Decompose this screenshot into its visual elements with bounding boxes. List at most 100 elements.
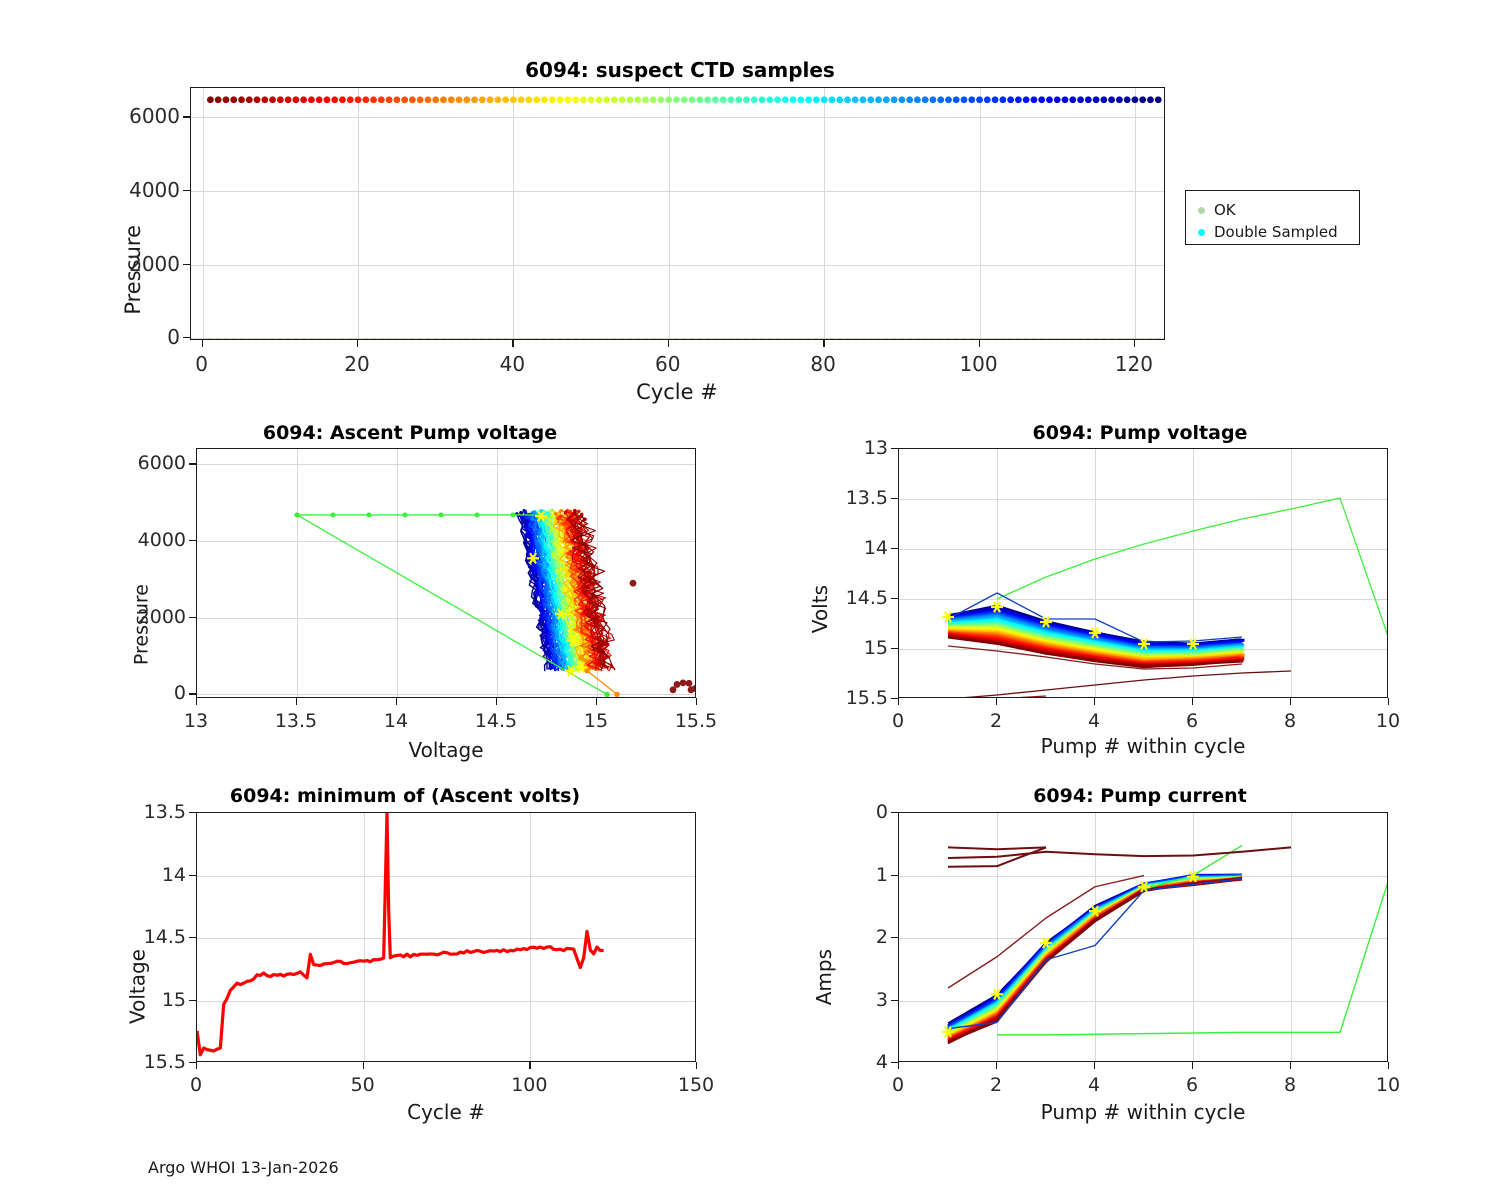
ok-sample-bar [1156, 338, 1161, 339]
ok-sample-bar [1101, 338, 1106, 339]
x-tick-mark [1192, 1062, 1194, 1069]
pump-current-axes [898, 812, 1388, 1062]
yellow-star-marker [942, 611, 954, 623]
ascent-profile-end-marker [558, 514, 562, 518]
ok-sample-bar [651, 338, 656, 339]
x-tick-mark [996, 698, 998, 705]
ok-sample-bar [744, 338, 749, 339]
min-ascent-volts-title: 6094: minimum of (Ascent volts) [229, 785, 581, 807]
green-anomaly-marker [366, 512, 372, 518]
cycle-color-marker [1061, 96, 1069, 104]
ascent-profile-end-marker [543, 510, 547, 514]
y-tick-label: 0 [173, 682, 186, 705]
cycle-color-marker [1030, 96, 1038, 104]
ok-sample-bar [239, 338, 244, 339]
ascent-profile-end-marker [580, 514, 584, 519]
yellow-star-marker [1187, 638, 1199, 650]
gridline-vertical [1095, 813, 1096, 1061]
gridline-vertical [530, 813, 532, 1061]
y-tick-mark [183, 189, 190, 192]
y-tick-mark [891, 448, 898, 450]
ok-sample-bar [324, 338, 330, 339]
ok-sample-bar [1070, 338, 1075, 339]
cycle-color-marker [447, 96, 455, 104]
x-tick-label: 4 [1087, 1074, 1101, 1096]
panel-suspect-ctd-samples: 6094: suspect CTD samples Cycle # Pressu… [0, 0, 1500, 404]
ascent-profile-end-marker [553, 512, 558, 516]
ascent-profile-end-marker [573, 510, 577, 514]
gridline-horizontal [191, 117, 1164, 119]
ok-sample-bar [690, 338, 695, 339]
green-anomaly-marker [330, 512, 336, 518]
x-tick-mark [1388, 698, 1390, 705]
x-tick-label: 15 [583, 710, 609, 732]
cycle-color-marker [906, 96, 914, 104]
cycle-color-marker [416, 96, 424, 104]
ok-sample-bar [449, 338, 454, 339]
ok-sample-bar [892, 338, 897, 339]
ascent-profile-line [570, 516, 613, 668]
cycle-color-marker [1007, 96, 1015, 104]
cycle-color-marker [572, 96, 579, 104]
ok-sample-bar [993, 338, 998, 339]
cycle-color-marker [517, 96, 525, 104]
legend-item-ok[interactable]: OK [1198, 201, 1236, 219]
cycle-color-marker [851, 96, 859, 104]
cycle-color-marker [603, 96, 611, 104]
cycle-color-marker [1131, 96, 1139, 104]
x-tick-label: 40 [499, 352, 526, 376]
cycle-color-marker [1084, 96, 1092, 104]
cycle-color-marker [921, 96, 929, 104]
green-anomaly-marker [438, 512, 444, 518]
yellow-star-marker [991, 988, 1003, 1000]
y-tick-mark [183, 116, 190, 118]
ok-sample-bar [806, 338, 811, 339]
legend-item-double-sampled[interactable]: Double Sampled [1198, 223, 1338, 241]
ascent-profile-end-marker [530, 517, 534, 521]
x-tick-label: 6 [1185, 1074, 1199, 1096]
cycle-color-marker [354, 96, 362, 104]
cycle-color-marker [308, 96, 315, 104]
dark-red-mid-line-line [947, 874, 1145, 989]
x-tick-mark [201, 340, 204, 347]
cycle-color-marker [867, 96, 875, 104]
cycle-color-marker [331, 96, 339, 104]
ok-sample-bar [1039, 338, 1044, 339]
cycle-color-marker [525, 96, 533, 104]
ok-sample-bar [456, 338, 462, 339]
x-tick-label: 60 [655, 352, 681, 376]
ok-sample-bar [1078, 338, 1083, 339]
suspect-ctd-axes [190, 87, 1165, 340]
cycle-color-marker [455, 96, 463, 104]
cycle-color-marker [486, 96, 494, 104]
cycle-color-marker [774, 96, 781, 104]
x-tick-label: 14 [383, 710, 409, 732]
ok-sample-bar [557, 338, 563, 339]
pump-current-cycle-line [947, 878, 1243, 1040]
cycle-color-marker [1123, 96, 1131, 104]
ok-sample-bar [822, 338, 827, 339]
ok-sample-bar [355, 338, 361, 339]
cycle-color-marker [611, 96, 618, 104]
cycle-color-marker [370, 96, 377, 104]
ok-sample-bar [969, 338, 974, 339]
ok-sample-bar [402, 338, 407, 339]
legend-dot-ok-icon [1198, 206, 1205, 214]
ok-sample-bar [674, 338, 679, 339]
y-tick-label: 4 [875, 1051, 888, 1073]
legend-label: Double Sampled [1214, 223, 1338, 241]
ascent-pump-voltage-xlabel: Voltage [408, 738, 484, 762]
cycle-color-marker [696, 96, 704, 104]
ok-sample-bar [1008, 338, 1013, 339]
ok-sample-bar [666, 338, 671, 339]
cycle-color-marker [432, 96, 440, 104]
y-tick-mark [891, 999, 898, 1001]
yellow-star-marker [567, 634, 579, 647]
green-anomaly-marker [294, 512, 300, 518]
min-ascent-volts-trace [197, 813, 604, 1057]
cycle-color-marker [346, 96, 354, 104]
yellow-star-marker [575, 661, 587, 674]
cycle-color-marker [393, 96, 401, 104]
ok-sample-bar [938, 338, 943, 339]
